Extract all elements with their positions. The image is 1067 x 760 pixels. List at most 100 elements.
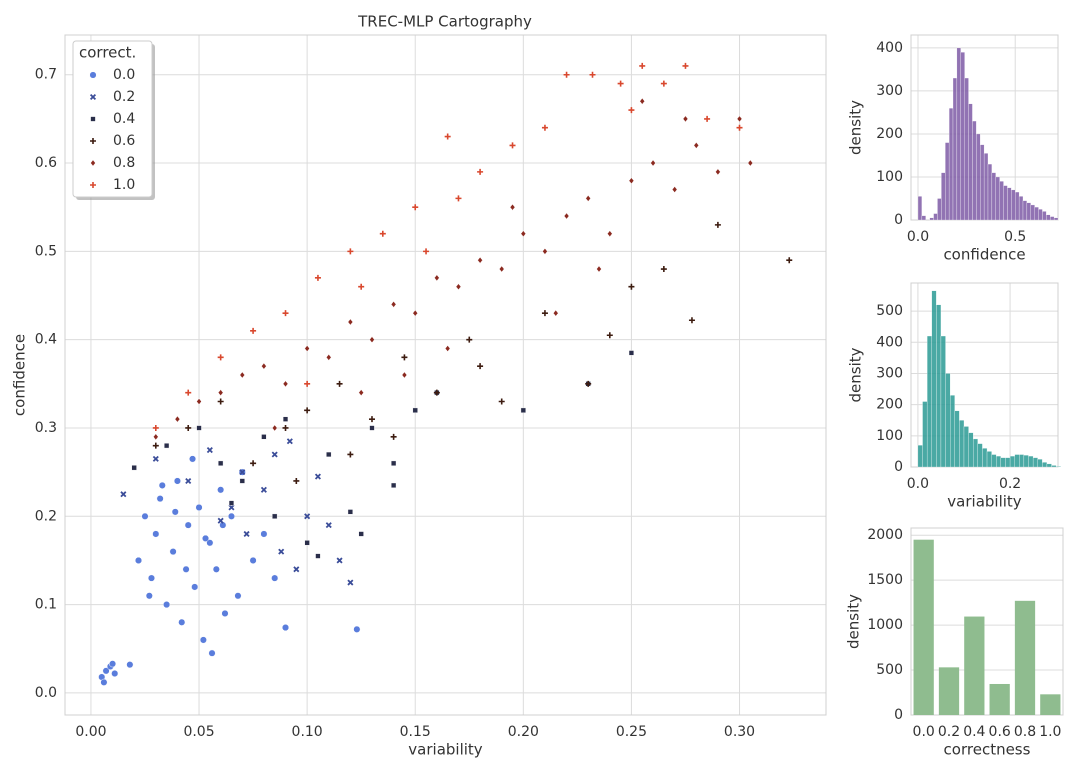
y-tick-label: 0.5 (35, 243, 57, 259)
hist-bar (1050, 216, 1055, 221)
point (111, 669, 119, 678)
point (152, 530, 160, 538)
point (228, 504, 235, 511)
point (199, 636, 207, 644)
point (786, 257, 793, 264)
point (455, 283, 462, 291)
point (134, 556, 143, 565)
point (304, 380, 311, 387)
legend-marker (90, 138, 96, 144)
hist-bar (1015, 191, 1020, 221)
y-tick-label: 0 (894, 707, 903, 723)
y-tick-label: 400 (876, 40, 903, 56)
point (585, 380, 592, 387)
x-tick-label: 0.4 (963, 724, 985, 740)
point (141, 512, 149, 520)
hist-bar (954, 410, 960, 468)
point (498, 398, 505, 405)
y-tick-label: 2000 (867, 527, 903, 543)
hist-bar (945, 373, 951, 468)
x-tick-label: 0.0 (907, 229, 929, 245)
chart-title: TREC-MLP Cartography (357, 13, 532, 31)
hist-bar (973, 438, 978, 468)
point (171, 508, 179, 516)
point (455, 195, 462, 202)
point (639, 62, 646, 69)
point (206, 539, 214, 547)
x-tick-label: 0.6 (989, 724, 1011, 740)
y-tick-label: 0.7 (35, 67, 57, 83)
hist-bar (931, 290, 937, 468)
legend-marker (89, 71, 97, 79)
point (412, 309, 418, 317)
legend-marker (90, 182, 96, 188)
point (272, 424, 278, 432)
point (628, 107, 635, 114)
hist-bar (956, 47, 961, 221)
hist-bar (1042, 211, 1047, 221)
point (596, 265, 602, 273)
y-tick-label: 400 (876, 334, 903, 350)
x-axis-label: confidence (943, 246, 1025, 264)
x-tick-label: 0.8 (1014, 724, 1036, 740)
point (249, 556, 257, 565)
hist-bar (948, 107, 954, 221)
point (152, 424, 159, 431)
y-tick-label: 0.2 (35, 508, 57, 524)
point (261, 362, 267, 370)
hist-bar (1007, 187, 1012, 221)
point (412, 407, 418, 413)
point (369, 336, 375, 343)
point (282, 310, 289, 317)
hist-bar (1053, 217, 1059, 221)
hist-bar (991, 172, 996, 221)
point (261, 434, 267, 440)
legend-label: 0.4 (113, 111, 135, 127)
hist-bar (959, 420, 965, 468)
point (218, 389, 224, 396)
point (715, 168, 721, 176)
point (704, 115, 711, 122)
point (520, 407, 526, 413)
point (293, 477, 300, 484)
point (390, 433, 397, 440)
point (606, 332, 613, 339)
point (358, 283, 365, 290)
point (379, 230, 386, 237)
legend-marker (89, 93, 97, 101)
point (239, 478, 245, 484)
point (196, 425, 202, 431)
point (153, 433, 159, 441)
hist-bar (1038, 209, 1043, 221)
legend-box (72, 40, 153, 198)
point (336, 557, 343, 564)
point (239, 371, 245, 379)
hist-bar (964, 77, 969, 221)
point (347, 318, 354, 326)
y-tick-label: 0 (894, 459, 903, 475)
hist-bar (1019, 454, 1025, 468)
point (368, 416, 375, 423)
hist-bar (1051, 465, 1057, 468)
hist-bar (1009, 455, 1015, 468)
point (672, 186, 678, 193)
hist-bar (917, 445, 923, 468)
point (243, 530, 250, 537)
y-tick-label: 0.1 (35, 597, 57, 613)
hist-bar (986, 451, 992, 468)
point (217, 398, 224, 405)
point (184, 521, 192, 529)
point (563, 212, 570, 220)
point (260, 530, 268, 538)
legend-label: 0.2 (113, 89, 135, 105)
x-axis-label: variability (408, 741, 483, 759)
point (391, 482, 397, 488)
point (736, 124, 743, 131)
y-tick-label: 0.4 (35, 332, 57, 348)
hist-bar (983, 153, 989, 221)
hist-bar (1022, 200, 1028, 221)
point (401, 354, 408, 361)
point (217, 517, 224, 524)
hist-bar (982, 448, 988, 468)
y-axis-label: density (847, 100, 865, 155)
